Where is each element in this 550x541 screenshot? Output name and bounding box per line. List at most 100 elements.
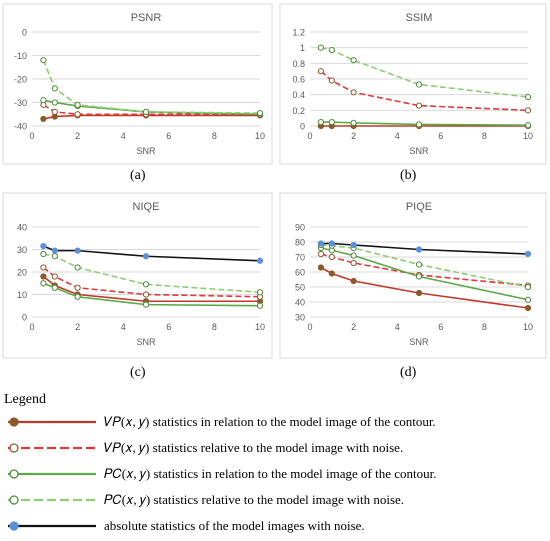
data-point-pc_noise	[74, 101, 81, 108]
data-point-pc_contour	[328, 118, 335, 126]
x-tick-label: 10	[523, 131, 533, 141]
x-tick-label: 0	[307, 131, 312, 141]
data-point-pc_noise	[415, 261, 423, 268]
data-point-abs_noise	[74, 247, 81, 254]
chart-title: SSIM	[406, 12, 433, 24]
chart-frame	[2, 192, 273, 359]
data-point-vp_contour	[415, 289, 423, 297]
chart-frame	[279, 3, 547, 165]
data-point-pc_noise	[256, 289, 264, 296]
data-point-pc_contour	[524, 296, 532, 303]
caption-d: (d)	[400, 365, 417, 380]
y-tick-label: 0.2	[292, 106, 305, 116]
x-tick-label: 2	[351, 131, 356, 141]
legend-swatch	[8, 469, 96, 479]
data-point-vp_noise	[328, 77, 335, 84]
y-tick-label: 0.4	[292, 90, 305, 100]
x-tick-label: 6	[438, 322, 443, 332]
data-point-pc_contour	[317, 118, 325, 126]
data-point-pc_contour	[40, 97, 47, 104]
y-tick-label: 0.8	[292, 59, 305, 69]
chart-title: PIQE	[406, 201, 432, 213]
caption-b: (b)	[400, 168, 417, 183]
data-point-pc_noise	[74, 264, 81, 271]
x-tick-label: 10	[255, 131, 265, 141]
legend-label: 𝑉𝑃(𝑥, 𝑦) statistics relative to the mode…	[104, 440, 404, 455]
data-point-pc_contour	[142, 301, 150, 308]
data-point-vp_contour	[317, 264, 325, 271]
legend-swatch	[8, 417, 96, 427]
data-point-pc_noise	[415, 81, 423, 88]
data-point-pc_noise	[256, 109, 264, 117]
chart-niqe: NIQE 0 10 20 30 40 0 2 4 6 8 10 SNR	[2, 192, 273, 359]
x-tick-label: 0	[29, 131, 34, 141]
legend-marker	[9, 469, 19, 479]
chart-title: NIQE	[133, 201, 160, 213]
y-tick-label: 70	[295, 253, 305, 263]
chart-piqe: PIQE 30 40 50 60 70 80 90 0 2 4 6 8 10 SNR	[279, 192, 547, 359]
x-tick-label: 4	[395, 131, 400, 141]
data-point-pc_contour	[350, 119, 357, 126]
data-point-vp_contour	[40, 115, 47, 123]
data-point-vp_noise	[142, 291, 150, 298]
y-tick-label: 0	[22, 313, 27, 323]
data-point-pc_noise	[350, 57, 357, 64]
data-point-pc_noise	[40, 57, 47, 64]
x-tick-label: 8	[212, 322, 217, 332]
legend-title: Legend	[4, 392, 46, 407]
y-tick-label: 1	[300, 43, 305, 53]
legend-item-vp_noise: 𝑉𝑃(𝑥, 𝑦) statistics relative to the mode…	[4, 438, 550, 458]
x-axis-label: SNR	[409, 146, 429, 156]
data-point-vp_noise	[350, 259, 357, 267]
y-tick-label: 0.6	[292, 75, 305, 85]
x-axis-label: SNR	[136, 337, 156, 347]
data-point-vp_noise	[51, 108, 58, 116]
data-point-pc_contour	[74, 293, 81, 300]
chart-frame	[2, 3, 273, 165]
data-point-pc_contour	[51, 284, 58, 291]
data-point-vp_noise	[328, 253, 335, 261]
data-point-vp_contour	[328, 270, 335, 277]
data-point-pc_noise	[524, 283, 532, 291]
y-tick-label: 1.2	[292, 28, 305, 38]
y-tick-label: 20	[17, 268, 27, 278]
data-point-vp_noise	[74, 284, 81, 291]
chart-ssim: SSIM 0 0.2 0.4 0.6 0.8 1 1.2 0 2 4 6 8 10 SNR	[279, 3, 547, 165]
y-tick-label: 30	[295, 313, 305, 323]
data-point-vp_noise	[74, 111, 81, 118]
data-point-abs_noise	[524, 250, 532, 258]
y-tick-label: -20	[14, 75, 27, 85]
data-point-pc_noise	[142, 108, 150, 116]
x-axis-label: SNR	[409, 337, 429, 347]
legend-item-abs_noise: absolute statistics of the model images …	[4, 516, 550, 536]
x-tick-label: 8	[482, 131, 487, 141]
x-tick-label: 4	[121, 131, 126, 141]
legend-item-pc_contour: 𝑃𝐶(𝑥, 𝑦) statistics in relation to the m…	[4, 464, 550, 484]
x-tick-label: 8	[482, 322, 487, 332]
data-point-pc_contour	[40, 280, 47, 287]
x-tick-label: 4	[395, 322, 400, 332]
data-point-vp_contour	[40, 273, 47, 280]
data-point-pc_noise	[142, 281, 150, 288]
legend-label: 𝑃𝐶(𝑥, 𝑦) statistics in relation to the m…	[104, 466, 437, 481]
x-tick-label: 2	[75, 131, 80, 141]
data-point-pc_contour	[350, 252, 357, 259]
data-point-pc_contour	[415, 273, 423, 280]
data-point-vp_noise	[51, 273, 58, 280]
data-point-pc_contour	[256, 302, 264, 309]
x-tick-label: 10	[255, 322, 265, 332]
data-point-abs_noise	[142, 253, 150, 260]
y-tick-label: 10	[17, 290, 27, 300]
x-tick-label: 2	[75, 322, 80, 332]
chart-frame	[279, 192, 547, 359]
data-point-abs_noise	[317, 240, 325, 247]
data-point-pc_noise	[317, 44, 325, 51]
data-point-vp_noise	[415, 102, 423, 109]
y-tick-label: 0	[22, 28, 27, 38]
y-tick-label: 60	[295, 268, 305, 278]
legend-label: 𝑉𝑃(𝑥, 𝑦) statistics in relation to the m…	[104, 414, 436, 429]
legend-item-pc_noise: 𝑃𝐶(𝑥, 𝑦) statistics relative to the mode…	[4, 490, 550, 510]
legend-item-vp_contour: 𝑉𝑃(𝑥, 𝑦) statistics in relation to the m…	[4, 412, 550, 432]
data-point-abs_noise	[256, 257, 264, 264]
